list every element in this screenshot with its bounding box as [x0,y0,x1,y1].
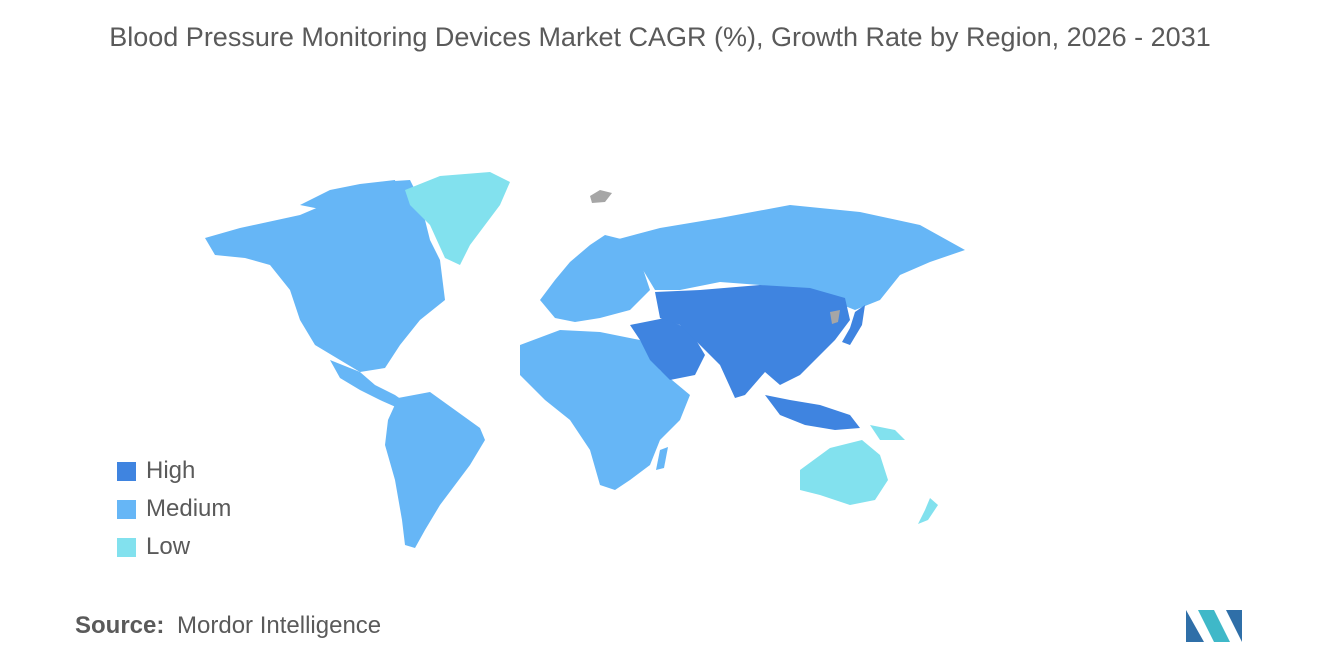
region-svalbard [590,190,612,203]
region-asia [655,285,850,398]
region-arctic-islands [300,180,398,212]
region-central-america [330,360,405,408]
region-japan [842,305,865,345]
region-africa [520,330,690,490]
legend-label: High [146,457,196,484]
region-papua [870,425,905,440]
region-south-america [385,392,485,548]
source-value: Mordor Intelligence [177,612,382,639]
region-middle-east [630,318,705,380]
legend-item-low: Low [117,528,231,566]
legend-swatch-medium [117,499,136,519]
region-russia [615,205,965,310]
legend-label: Low [146,533,191,560]
region-australia [800,440,888,505]
legend-label: Medium [146,495,232,522]
logo-left-shape [1186,610,1204,642]
logo-right-shape [1226,610,1242,642]
legend: High Medium Low [117,452,231,566]
logo-middle-shape [1198,610,1230,642]
legend-item-medium: Medium [117,490,231,528]
region-new-zealand [918,498,938,524]
region-korea [830,310,840,324]
source-line: Source: Mordor Intelligence [75,612,381,640]
region-greenland [405,172,510,265]
region-europe [540,235,650,322]
region-southeast-asia [765,395,860,430]
region-north-america [205,180,445,372]
region-madagascar [656,447,668,470]
legend-item-high: High [117,452,231,490]
source-key: Source: [75,612,165,639]
mordor-intelligence-logo [1186,610,1242,642]
chart-title: Blood Pressure Monitoring Devices Market… [109,22,1211,52]
legend-swatch-high [117,461,136,481]
legend-swatch-low [117,537,136,557]
